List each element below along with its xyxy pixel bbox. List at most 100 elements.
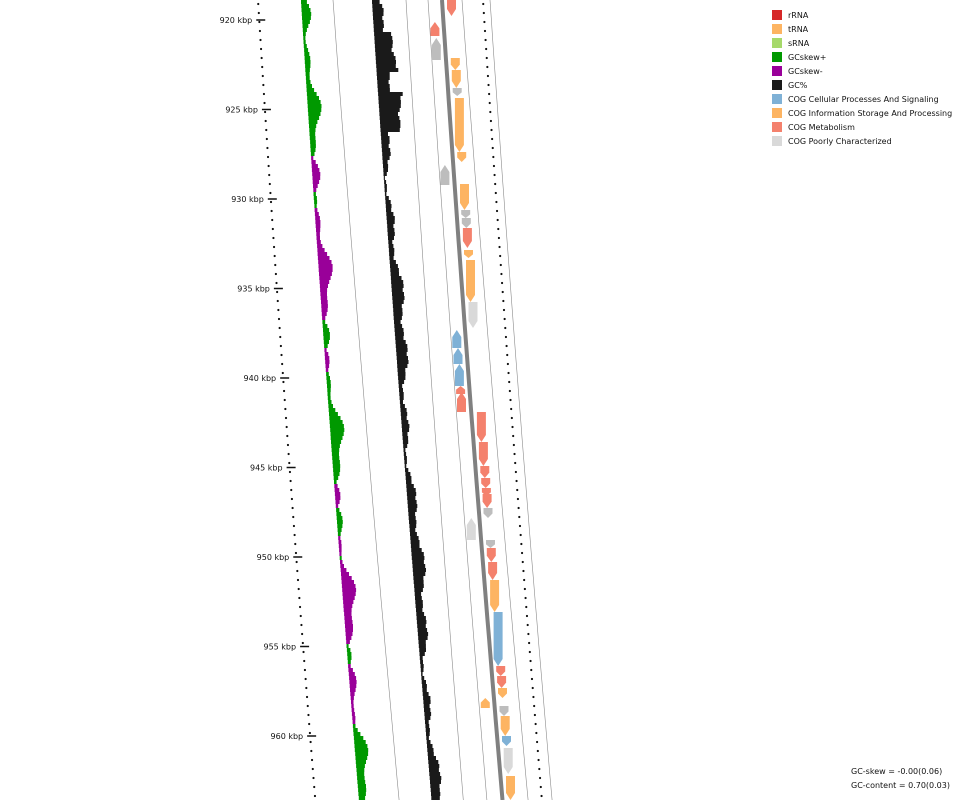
inner-dot: [516, 488, 519, 492]
gc-content-bar: [400, 404, 405, 408]
gc-content-bar: [386, 212, 394, 216]
gc-skew-bar: [307, 104, 322, 108]
legend-label: COG Information Storage And Processing: [788, 108, 953, 118]
inner-dot: [528, 650, 531, 654]
gc-content-bar: [375, 60, 396, 64]
legend-swatch: [772, 52, 782, 62]
inner-dot: [525, 605, 528, 609]
gc-content-bar: [401, 424, 410, 428]
gc-content-bar: [412, 560, 424, 564]
tick-label: 935 kbp: [237, 285, 270, 294]
inner-dot: [525, 614, 529, 618]
gc-content-bar: [431, 792, 441, 796]
gc-content-bar: [379, 112, 398, 116]
inner-dot: [536, 749, 539, 753]
gc-content-bar: [429, 776, 442, 780]
gc-content-bar: [399, 400, 403, 404]
gc-skew-bar: [314, 212, 319, 216]
feature-track: [430, 0, 515, 800]
inner-dot: [500, 272, 503, 276]
outer-dot: [277, 308, 280, 312]
outer-dot: [310, 758, 314, 762]
gc-skew-bar: [336, 512, 342, 516]
gene-arrow: [482, 494, 492, 508]
gc-skew-bar: [330, 428, 345, 432]
gene-arrow: [460, 184, 469, 210]
inner-dot: [482, 11, 485, 15]
gc-content-bar: [372, 4, 383, 8]
inner-dot: [526, 623, 529, 627]
outer-dot: [313, 794, 317, 798]
gc-content-bar: [396, 352, 407, 356]
outer-dot: [294, 551, 298, 555]
gc-content-bar: [411, 556, 425, 560]
outer-dot: [312, 776, 315, 780]
gc-content-bar: [383, 168, 388, 172]
inner-dot: [502, 299, 505, 303]
inner-dot: [533, 704, 536, 708]
gc-skew-bar: [332, 460, 340, 464]
gc-content-bar: [409, 528, 416, 532]
gc-skew-bar: [318, 264, 333, 268]
gc-skew-bar: [327, 396, 331, 400]
inner-dot: [496, 218, 499, 222]
gc-skew-bar: [328, 400, 332, 404]
gc-content-bar: [417, 628, 428, 632]
gc-skew-bar: [303, 40, 306, 44]
gc-content-bar: [377, 76, 390, 80]
gc-skew-bar: [335, 504, 339, 508]
gc-content-bar: [411, 548, 422, 552]
gene-arrow: [499, 706, 509, 716]
gc-skew-bar: [315, 216, 320, 220]
inner-dot: [487, 83, 490, 87]
outer-dot: [282, 380, 285, 384]
inner-dot-ring: [482, 2, 543, 798]
inner-dot: [485, 56, 488, 60]
gc-skew-bar: [332, 456, 340, 460]
gc-content-bar: [394, 332, 404, 336]
inner-dot: [483, 20, 486, 24]
gc-skew-bar: [330, 436, 343, 440]
gc-content-bar: [425, 720, 429, 724]
gc-skew-bar: [311, 164, 318, 168]
inner-dot: [493, 173, 496, 177]
gc-content-bar: [388, 244, 394, 248]
gc-skew-bar: [338, 544, 342, 548]
gc-skew-bar: [305, 64, 311, 68]
gc-skew-bar: [357, 776, 365, 780]
inner-dot: [523, 587, 526, 591]
gc-content-bar: [392, 304, 402, 308]
gc-skew-bar: [303, 36, 306, 40]
gene-arrow: [497, 676, 507, 688]
inner-dot: [500, 281, 504, 285]
outer-dot: [264, 119, 267, 123]
gc-skew-bar: [306, 84, 312, 88]
gc-content-bar: [404, 456, 407, 460]
gc-skew-bar: [317, 252, 328, 256]
gc-content-bar: [387, 232, 395, 236]
gc-content-bar: [425, 724, 430, 728]
outer-dot: [297, 587, 300, 591]
outer-dot: [303, 659, 306, 663]
gc-content-bar: [429, 768, 439, 772]
gc-skew-bar: [316, 232, 320, 236]
gene-arrow: [452, 88, 462, 96]
gc-skew-bar: [304, 48, 309, 52]
gene-arrow: [490, 580, 500, 612]
gc-skew-bar: [338, 540, 342, 544]
inner-dot: [516, 497, 520, 501]
gc-skew-bar: [340, 560, 343, 564]
gc-content-bar: [372, 12, 384, 16]
gc-content-bar: [382, 160, 388, 164]
outer-dot: [262, 92, 266, 96]
outer-dot: [303, 668, 307, 672]
gc-skew-bar: [313, 184, 318, 188]
gene-arrow: [486, 540, 495, 548]
inner-dot: [520, 542, 523, 546]
gc-content-bar: [399, 396, 404, 400]
gc-content-bar: [375, 52, 394, 56]
gc-content-bar: [420, 668, 424, 672]
outer-dot: [308, 731, 311, 735]
inner-dot: [506, 362, 509, 366]
gc-skew-bar: [331, 448, 340, 452]
